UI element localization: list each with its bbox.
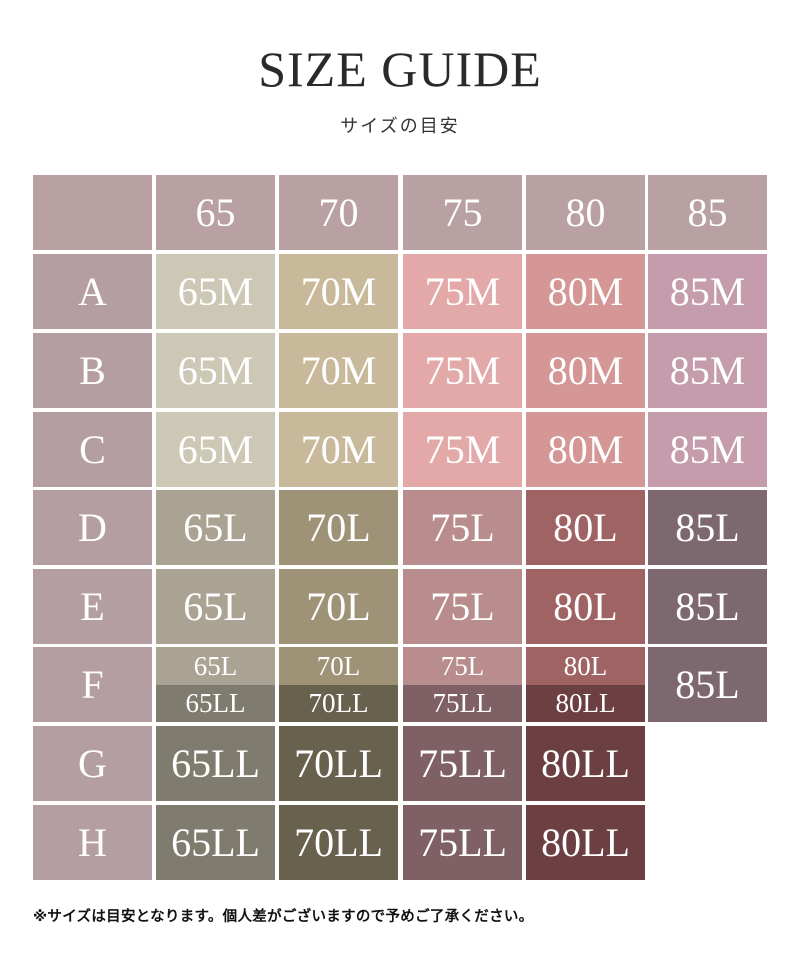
size-cell: 85L: [648, 569, 767, 644]
page-subtitle: サイズの目安: [340, 116, 460, 137]
band-header-cell: 85: [648, 175, 767, 250]
cup-label-cell: E: [33, 569, 152, 644]
cup-label-cell: A: [33, 254, 152, 329]
cup-label-cell: C: [33, 412, 152, 487]
size-cell: 85L: [648, 647, 767, 722]
band-header-cell: 65: [156, 175, 275, 250]
cup-label-cell: G: [33, 726, 152, 801]
size-cell: 80LL: [526, 726, 645, 801]
cup-label-cell: F: [33, 647, 152, 722]
cup-label-cell: H: [33, 805, 152, 880]
size-cell: 65L: [156, 490, 275, 565]
size-cell: 75LL: [403, 805, 522, 880]
size-cell: 80L: [526, 569, 645, 644]
size-cell: 70LL: [279, 726, 398, 801]
size-cell: 65M: [156, 333, 275, 408]
band-header-cell: 75: [403, 175, 522, 250]
page-title: SIZE GUIDE: [258, 41, 542, 97]
size-cell: 65LL: [156, 726, 275, 801]
size-cell-upper: 65L: [156, 647, 275, 685]
size-cell: 75M: [403, 333, 522, 408]
band-header-cell: 80: [526, 175, 645, 250]
size-cell: 80LL: [526, 805, 645, 880]
size-cell: 75M: [403, 412, 522, 487]
size-cell: 85M: [648, 254, 767, 329]
size-cell: 80L: [526, 490, 645, 565]
size-cell-lower: 70LL: [279, 685, 398, 722]
size-cell: 70LL: [279, 805, 398, 880]
size-cell-lower: 75LL: [403, 685, 522, 722]
size-cell-split: 75L 75LL: [403, 647, 522, 722]
size-cell: 75M: [403, 254, 522, 329]
header-corner-cell: [33, 175, 152, 250]
size-cell: 70M: [279, 412, 398, 487]
cup-label-cell: B: [33, 333, 152, 408]
size-cell: 70L: [279, 490, 398, 565]
size-cell: 75L: [403, 569, 522, 644]
size-cell: 80M: [526, 412, 645, 487]
size-cell: 85L: [648, 490, 767, 565]
size-cell: 70L: [279, 569, 398, 644]
size-cell-split: 80L 80LL: [526, 647, 645, 722]
band-header-cell: 70: [279, 175, 398, 250]
size-cell: 85M: [648, 333, 767, 408]
size-cell-upper: 75L: [403, 647, 522, 685]
size-cell: 65LL: [156, 805, 275, 880]
size-cell: 65M: [156, 412, 275, 487]
size-cell: 75L: [403, 490, 522, 565]
size-cell: 75LL: [403, 726, 522, 801]
size-cell: 80M: [526, 333, 645, 408]
size-cell-split: 70L 70LL: [279, 647, 398, 722]
size-cell-upper: 70L: [279, 647, 398, 685]
size-cell-split: 65L 65LL: [156, 647, 275, 722]
size-cell: 80M: [526, 254, 645, 329]
cup-label-cell: D: [33, 490, 152, 565]
size-cell: 65M: [156, 254, 275, 329]
size-cell: 85M: [648, 412, 767, 487]
size-cell-lower: 80LL: [526, 685, 645, 722]
size-cell-upper: 80L: [526, 647, 645, 685]
size-cell: 70M: [279, 333, 398, 408]
disclaimer-note: ※サイズは目安となります。個人差がございますので予めご了承ください。: [33, 909, 534, 925]
size-cell: 65L: [156, 569, 275, 644]
size-cell: 70M: [279, 254, 398, 329]
size-cell-lower: 65LL: [156, 685, 275, 722]
